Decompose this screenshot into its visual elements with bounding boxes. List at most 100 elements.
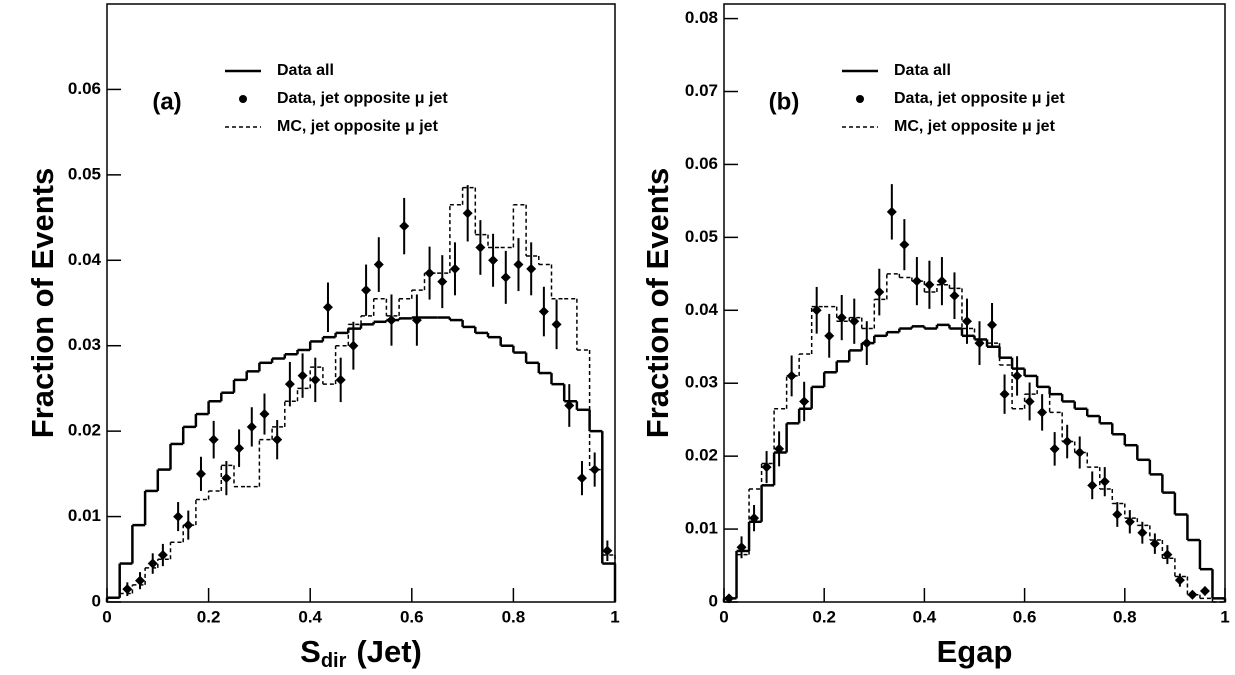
data-point [1162, 549, 1173, 560]
x-tick-label: 0.4 [913, 607, 937, 626]
y-tick-label: 0.07 [685, 81, 718, 100]
x-tick-label: 0 [719, 607, 728, 626]
data-point [949, 290, 960, 301]
legend-text: Data all [277, 62, 334, 79]
data-point [411, 315, 422, 326]
data-point [799, 396, 810, 407]
x-tick-label: 0.6 [400, 607, 424, 626]
data-point [322, 302, 333, 313]
data-point [246, 421, 257, 432]
x-label-main: Egap [937, 634, 1013, 669]
legend-text: Data, jet opposite μ jet [894, 90, 1065, 107]
data-point [886, 206, 897, 217]
data-point [475, 242, 486, 253]
data-point [424, 268, 435, 279]
data-point [761, 462, 772, 473]
data-point [1137, 527, 1148, 538]
legend-swatch [239, 95, 247, 103]
y-tick-label: 0 [709, 591, 718, 610]
data-point [564, 400, 575, 411]
y-tick-label: 0.02 [685, 446, 718, 465]
data-point [221, 473, 232, 484]
x-tick-label: 0.2 [197, 607, 221, 626]
x-tick-label: 0.2 [812, 607, 836, 626]
data-point [488, 255, 499, 266]
data-point [961, 316, 972, 327]
data-point [361, 285, 372, 296]
data-point [576, 473, 587, 484]
x-tick-label: 0.8 [502, 607, 526, 626]
data-point [999, 389, 1010, 400]
data-point [386, 315, 397, 326]
data-point [786, 370, 797, 381]
y-tick-label: 0.03 [68, 335, 101, 354]
x-label-sub: dir [321, 650, 347, 672]
data-point [1012, 370, 1023, 381]
data-point [135, 575, 146, 586]
data-point [811, 305, 822, 316]
legend-text: MC, jet opposite μ jet [277, 118, 439, 135]
plot-frame [106, 3, 616, 603]
y-axis-label: Fraction of Events [640, 168, 675, 438]
data-point [1087, 480, 1098, 491]
data-point [272, 434, 283, 445]
data-point [234, 443, 245, 454]
data-point [936, 276, 947, 287]
data-point [861, 338, 872, 349]
x-tick-label: 0 [102, 607, 111, 626]
y-tick-label: 0 [92, 591, 101, 610]
y-tick-label: 0.02 [68, 421, 101, 440]
data-point [1199, 586, 1210, 597]
data-point [899, 239, 910, 250]
y-tick-label: 0.05 [685, 227, 718, 246]
legend-text: Data, jet opposite μ jet [277, 90, 448, 107]
x-tick-label: 0.6 [1013, 607, 1037, 626]
data-point [1174, 575, 1185, 586]
x-tick-label: 0.8 [1113, 607, 1137, 626]
data-point [1149, 538, 1160, 549]
x-axis-label: Egap [937, 634, 1013, 669]
data-point [335, 374, 346, 385]
y-tick-label: 0.08 [685, 8, 718, 27]
y-tick-label: 0.06 [685, 154, 718, 173]
data-point [974, 338, 985, 349]
panel-label: (a) [152, 88, 181, 115]
legend-text: MC, jet opposite μ jet [894, 118, 1056, 135]
data-point [310, 374, 321, 385]
y-tick-label: 0.04 [68, 250, 102, 269]
data-point [513, 259, 524, 270]
y-axis-label: Fraction of Events [25, 168, 60, 438]
data-point [195, 468, 206, 479]
plot-frame [723, 3, 1226, 603]
data-point [449, 263, 460, 274]
data-point [551, 319, 562, 330]
data-point [1049, 443, 1060, 454]
legend-swatch [856, 95, 864, 103]
data-point [1037, 407, 1048, 418]
data-point [1187, 589, 1198, 600]
data-point [259, 409, 270, 420]
y-tick-label: 0.01 [68, 506, 101, 525]
data-point [157, 550, 168, 561]
data-point [924, 279, 935, 290]
x-label-main: S [300, 634, 321, 669]
x-tick-label: 1 [1220, 607, 1229, 626]
y-tick-label: 0.04 [685, 300, 719, 319]
y-tick-label: 0.03 [685, 373, 718, 392]
data-point [749, 513, 760, 524]
data-point [208, 434, 219, 445]
data-point [122, 584, 133, 595]
data-point [538, 306, 549, 317]
data-point [724, 593, 735, 604]
data-point [1074, 447, 1085, 458]
data-point [589, 464, 600, 475]
data-point [526, 263, 537, 274]
x-label-suffix: (Jet) [356, 634, 421, 669]
data-point [437, 276, 448, 287]
data-point [602, 545, 613, 556]
data-point [399, 221, 410, 232]
data-point [874, 287, 885, 298]
panel-label: (b) [769, 88, 800, 115]
data-point [774, 443, 785, 454]
